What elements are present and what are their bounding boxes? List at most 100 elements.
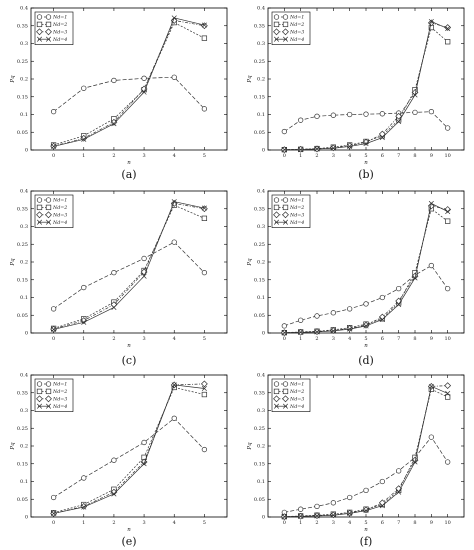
data-point xyxy=(170,200,178,207)
data-point xyxy=(347,494,353,501)
legend-marker xyxy=(273,204,280,211)
data-point xyxy=(171,74,177,80)
y-tick-label: 0.25 xyxy=(17,242,28,248)
legend-marker xyxy=(282,403,289,409)
legend-label: Nd=1 xyxy=(52,15,67,21)
x-tick-label: 10 xyxy=(444,153,450,159)
x-tick-label: 3 xyxy=(142,520,145,526)
data-point xyxy=(412,92,418,98)
data-point xyxy=(379,503,385,509)
legend-marker xyxy=(273,395,280,403)
legend-marker xyxy=(36,388,43,395)
legend-marker xyxy=(36,28,43,36)
legend: Nd=1Nd=2 Nd=3Nd=4 xyxy=(34,11,74,45)
legend-marker xyxy=(282,21,289,28)
series-line xyxy=(53,20,205,147)
data-point xyxy=(81,475,87,481)
series-Nd-1 xyxy=(50,74,208,115)
data-point xyxy=(314,329,320,335)
data-point xyxy=(141,89,147,95)
series-line xyxy=(53,203,205,330)
chart-panel-f: 0 0.05 0.1 0.15 0.2 0.25 0.3 0.35 0.4 0 1 2 3 4 5 6 7 8 9 1… xyxy=(247,373,465,548)
legend-marker xyxy=(45,403,52,409)
x-tick-label: 0 xyxy=(283,336,286,342)
legend-marker xyxy=(273,197,280,203)
x-tick-label: 6 xyxy=(381,153,384,159)
legend-marker xyxy=(36,14,43,20)
data-point xyxy=(428,109,434,115)
legend-marker xyxy=(273,388,280,395)
legend-label: Nd=4 xyxy=(52,404,67,410)
x-tick-label: 5 xyxy=(203,153,206,159)
x-tick-label: 8 xyxy=(413,336,416,342)
series-Nd-1 xyxy=(281,434,451,516)
legend-marker xyxy=(36,403,43,409)
data-point xyxy=(141,461,147,467)
y-tick-label: 0.05 xyxy=(17,497,28,503)
y-tick-label: 0 xyxy=(25,331,28,337)
legend-marker xyxy=(45,395,52,403)
series-line xyxy=(284,26,448,150)
data-point xyxy=(298,329,304,335)
data-point xyxy=(428,200,434,206)
x-tick-label: 3 xyxy=(142,153,145,159)
data-point xyxy=(200,22,208,30)
x-tick-label: 1 xyxy=(299,520,302,526)
legend-label: Nd=2 xyxy=(289,205,304,211)
y-tick-label: 0 xyxy=(262,515,265,521)
data-point xyxy=(51,143,57,149)
data-point xyxy=(396,468,402,474)
x-tick-label: 3 xyxy=(332,153,335,159)
legend-label: Nd=4 xyxy=(52,220,67,226)
legend-marker xyxy=(36,219,43,225)
x-tick-label: 7 xyxy=(397,520,400,526)
legend-marker xyxy=(36,381,43,387)
x-tick-label: 6 xyxy=(381,520,384,526)
y-tick-label: 0.3 xyxy=(20,41,28,47)
legend-label: Nd=3 xyxy=(52,397,67,403)
x-axis-label: n xyxy=(127,527,131,533)
data-point xyxy=(363,111,369,117)
data-point xyxy=(111,457,117,463)
y-tick-label: 0.05 xyxy=(17,313,28,319)
data-point xyxy=(445,285,451,292)
data-point xyxy=(363,301,369,307)
legend-marker xyxy=(273,403,280,409)
data-point xyxy=(330,310,336,316)
y-tick-label: 0.3 xyxy=(20,408,28,414)
y-tick-label: 0.4 xyxy=(20,189,28,195)
x-tick-label: 4 xyxy=(173,520,176,526)
y-tick-label: 0.4 xyxy=(20,373,28,379)
y-tick-label: 0.05 xyxy=(254,497,265,503)
data-point xyxy=(347,510,353,516)
data-point xyxy=(171,415,177,421)
x-tick-label: 8 xyxy=(413,520,416,526)
legend-marker xyxy=(36,21,43,28)
data-point xyxy=(141,255,147,262)
y-axis-label: Pq xyxy=(247,75,253,84)
x-axis-label: n xyxy=(364,343,368,349)
y-tick-label: 0.1 xyxy=(20,295,28,301)
legend-marker xyxy=(273,21,280,28)
legend-marker xyxy=(282,381,289,387)
x-axis-label: n xyxy=(127,160,131,166)
panel-caption: (c) xyxy=(122,354,137,367)
data-point xyxy=(396,302,402,308)
data-point xyxy=(201,446,208,453)
y-tick-label: 0 xyxy=(25,515,28,521)
legend-marker xyxy=(273,28,280,36)
legend-label: Nd=1 xyxy=(289,15,304,21)
x-tick-label: 1 xyxy=(82,520,85,526)
data-point xyxy=(445,218,451,224)
data-point xyxy=(330,500,336,506)
legend-label: Nd=3 xyxy=(289,30,304,36)
data-point xyxy=(379,478,385,485)
legend-marker xyxy=(36,204,43,211)
legend-label: Nd=1 xyxy=(52,382,67,388)
data-point xyxy=(281,330,287,336)
y-axis-label: Pq xyxy=(10,442,16,451)
data-point xyxy=(428,18,434,25)
x-tick-label: 7 xyxy=(397,153,400,159)
data-point xyxy=(428,262,434,269)
data-point xyxy=(201,35,208,41)
